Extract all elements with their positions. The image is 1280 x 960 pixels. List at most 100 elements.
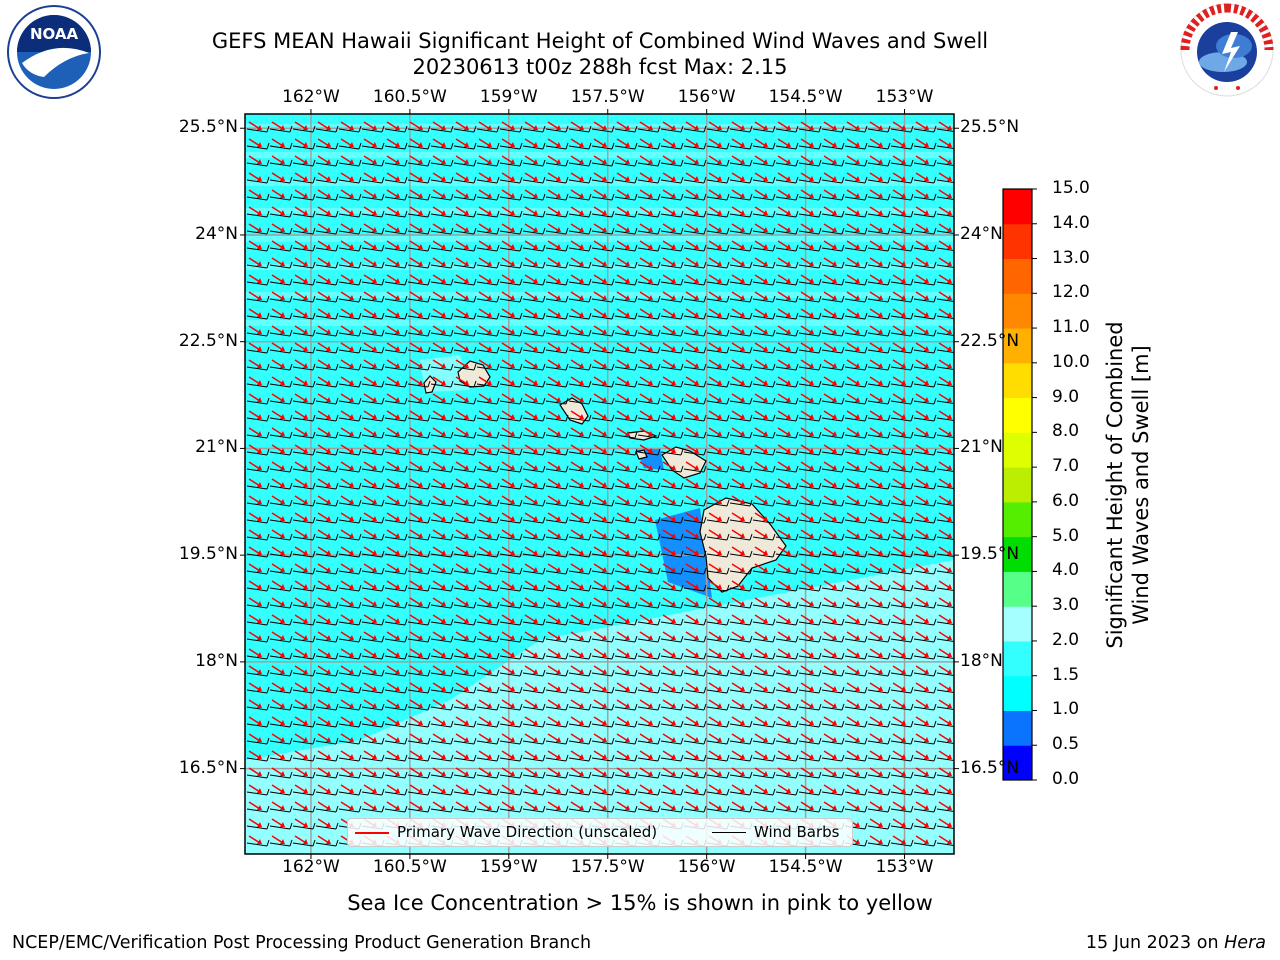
wave-vector	[616, 155, 630, 164]
wind-barb	[890, 261, 914, 269]
wind-barb	[384, 159, 408, 167]
wind-barb	[614, 142, 638, 150]
wind-barb	[522, 329, 546, 337]
wave-vector	[593, 138, 607, 147]
wave-vector	[915, 155, 929, 164]
lon-tick-label-bottom: 159°W	[479, 857, 538, 877]
wind-barb	[913, 193, 937, 201]
wind-barb	[361, 142, 385, 150]
wind-barb	[683, 193, 707, 201]
wind-barb	[660, 244, 684, 252]
wave-vector	[915, 308, 929, 317]
wind-barb	[752, 125, 776, 133]
wave-vector	[731, 223, 745, 232]
wave-vector	[754, 206, 768, 215]
wave-vector	[363, 342, 377, 351]
wind-barb	[338, 227, 362, 235]
wave-vector	[570, 223, 584, 232]
wave-vector	[524, 155, 538, 164]
wave-vector	[501, 257, 515, 266]
wind-barb	[407, 227, 431, 235]
wave-streak	[245, 236, 954, 242]
wave-vector	[317, 257, 331, 266]
wind-barb	[752, 278, 776, 286]
wave-vector	[662, 257, 676, 266]
wind-barb	[269, 142, 293, 150]
wind-barb	[867, 125, 891, 133]
wind-barb	[591, 125, 615, 133]
colorbar-tick-label: 0.0	[1052, 769, 1080, 789]
wave-vector	[823, 172, 837, 181]
wave-vector	[708, 308, 722, 317]
wind-barb	[752, 227, 776, 235]
wave-vector	[340, 206, 354, 215]
wind-barb	[706, 312, 730, 320]
wind-barb	[568, 227, 592, 235]
wave-vector	[501, 308, 515, 317]
wave-vector	[501, 325, 515, 334]
wave-vector	[248, 308, 262, 317]
wave-vector	[271, 325, 285, 334]
wind-barb	[752, 261, 776, 269]
wave-vector	[478, 206, 492, 215]
wave-vector	[662, 223, 676, 232]
wind-barb	[683, 125, 707, 133]
wave-vector	[432, 155, 446, 164]
wave-vector	[455, 172, 469, 181]
wind-barb	[545, 295, 569, 303]
wind-barb	[614, 244, 638, 252]
wave-vector	[248, 240, 262, 249]
wind-barb	[591, 244, 615, 252]
wave-vector	[639, 291, 653, 300]
wind-barb	[591, 261, 615, 269]
wave-vector	[708, 291, 722, 300]
wind-barb	[545, 278, 569, 286]
wind-barb	[683, 142, 707, 150]
wave-vector	[340, 155, 354, 164]
wave-vector	[478, 291, 492, 300]
wave-vector	[731, 274, 745, 283]
wave-vector	[823, 308, 837, 317]
wind-barb	[867, 210, 891, 218]
wind-barb	[292, 159, 316, 167]
wave-vector	[294, 274, 308, 283]
wave-vector	[271, 308, 285, 317]
wind-barb	[407, 244, 431, 252]
wave-vector	[386, 155, 400, 164]
wind-barb	[798, 125, 822, 133]
wind-barb	[798, 312, 822, 320]
wave-vector	[294, 325, 308, 334]
wind-barb	[683, 227, 707, 235]
wind-barb	[844, 193, 868, 201]
wave-vector	[593, 257, 607, 266]
wave-vector	[294, 121, 308, 130]
wind-barb	[821, 210, 845, 218]
wave-vector	[501, 206, 515, 215]
wave-vector	[685, 325, 699, 334]
colorbar-tick-label: 14.0	[1052, 212, 1090, 233]
wave-vector	[892, 189, 906, 198]
wind-barb	[844, 125, 868, 133]
wind-barb	[476, 244, 500, 252]
wave-vector	[432, 121, 446, 130]
wind-barb	[660, 227, 684, 235]
colorbar-title-line2: Wind Waves and Swell [m]	[1129, 345, 1153, 625]
wind-barb	[660, 210, 684, 218]
wind-barb	[269, 261, 293, 269]
wave-vector	[593, 240, 607, 249]
colorbar-tick-label: 10.0	[1052, 351, 1090, 372]
wind-barb	[568, 295, 592, 303]
wave-vector	[823, 325, 837, 334]
colorbar-title-line1: Significant Height of Combined	[1103, 321, 1127, 649]
wind-barb	[752, 244, 776, 252]
wind-barb	[844, 142, 868, 150]
wave-vector	[731, 189, 745, 198]
wave-vector	[317, 223, 331, 232]
wave-vector	[869, 240, 883, 249]
wave-vector	[501, 189, 515, 198]
wind-barb	[683, 278, 707, 286]
wave-vector	[754, 155, 768, 164]
wave-vector	[731, 172, 745, 181]
wave-vector	[248, 206, 262, 215]
wind-barb	[384, 261, 408, 269]
